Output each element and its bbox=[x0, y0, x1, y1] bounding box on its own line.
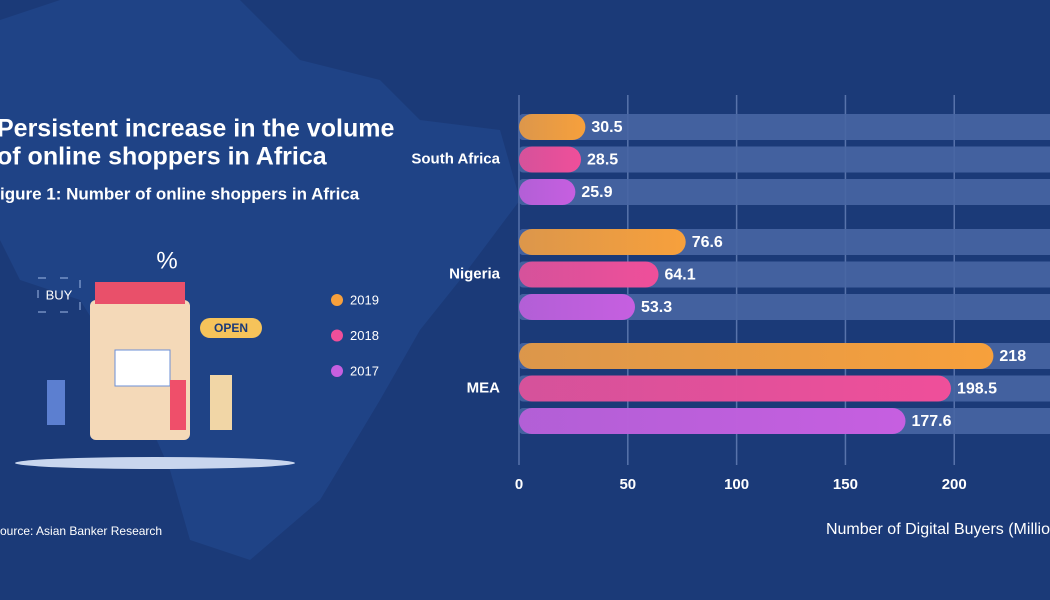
bar-track bbox=[519, 114, 1050, 140]
bar bbox=[519, 146, 582, 173]
chart-subtitle: igure 1: Number of online shoppers in Af… bbox=[0, 184, 360, 203]
bar bbox=[519, 179, 576, 205]
legend-label: 2018 bbox=[350, 328, 379, 343]
legend-marker bbox=[331, 329, 343, 342]
x-tick-label: 150 bbox=[833, 476, 858, 493]
category-label: Nigeria bbox=[449, 265, 501, 282]
value-label: 30.5 bbox=[591, 119, 622, 136]
source: ource: Asian Banker Research bbox=[0, 524, 162, 538]
bar bbox=[519, 375, 951, 402]
legend-label: 2019 bbox=[350, 292, 379, 307]
person bbox=[210, 375, 232, 430]
person bbox=[47, 380, 65, 425]
x-tick-label: 200 bbox=[942, 476, 967, 493]
percent-icon: % bbox=[156, 247, 177, 274]
buy-frame bbox=[37, 277, 81, 313]
value-label: 28.5 bbox=[587, 152, 618, 169]
value-label: 25.9 bbox=[581, 184, 612, 201]
x-tick-label: 0 bbox=[515, 476, 523, 493]
africa-map bbox=[0, 0, 520, 560]
open-sign bbox=[200, 318, 262, 338]
bar-track bbox=[519, 294, 1050, 320]
bar bbox=[519, 261, 659, 288]
buy-text: BUY bbox=[46, 287, 73, 302]
value-label: 198.5 bbox=[957, 381, 997, 398]
person bbox=[170, 380, 186, 430]
legend-marker bbox=[331, 365, 343, 377]
value-label: 218 bbox=[999, 348, 1026, 365]
chart-title-line1: Persistent increase in the volume bbox=[0, 115, 394, 143]
value-label: 64.1 bbox=[664, 267, 695, 284]
chart-title-line2: of online shoppers in Africa bbox=[0, 143, 328, 171]
category-label: MEA bbox=[467, 379, 501, 396]
value-label: 177.6 bbox=[911, 413, 951, 430]
bar bbox=[519, 294, 635, 320]
bar bbox=[519, 408, 906, 434]
bar bbox=[519, 343, 994, 369]
x-axis-title: Number of Digital Buyers (Millio bbox=[826, 521, 1050, 538]
value-label: 76.6 bbox=[692, 234, 723, 251]
legend-label: 2017 bbox=[350, 363, 379, 378]
open-text: OPEN bbox=[214, 321, 248, 335]
category-label: South Africa bbox=[411, 150, 500, 167]
bar-track bbox=[519, 146, 1050, 173]
value-label: 53.3 bbox=[641, 299, 672, 316]
bar bbox=[519, 229, 686, 255]
floor bbox=[15, 457, 295, 469]
legend-marker bbox=[331, 294, 343, 306]
screen bbox=[114, 349, 171, 387]
x-tick-label: 100 bbox=[724, 476, 749, 493]
illustration: OPEN BUY % bbox=[15, 247, 295, 469]
awning bbox=[95, 282, 185, 304]
bar-track bbox=[519, 179, 1050, 205]
bar bbox=[519, 114, 586, 140]
x-tick-label: 50 bbox=[619, 476, 636, 493]
